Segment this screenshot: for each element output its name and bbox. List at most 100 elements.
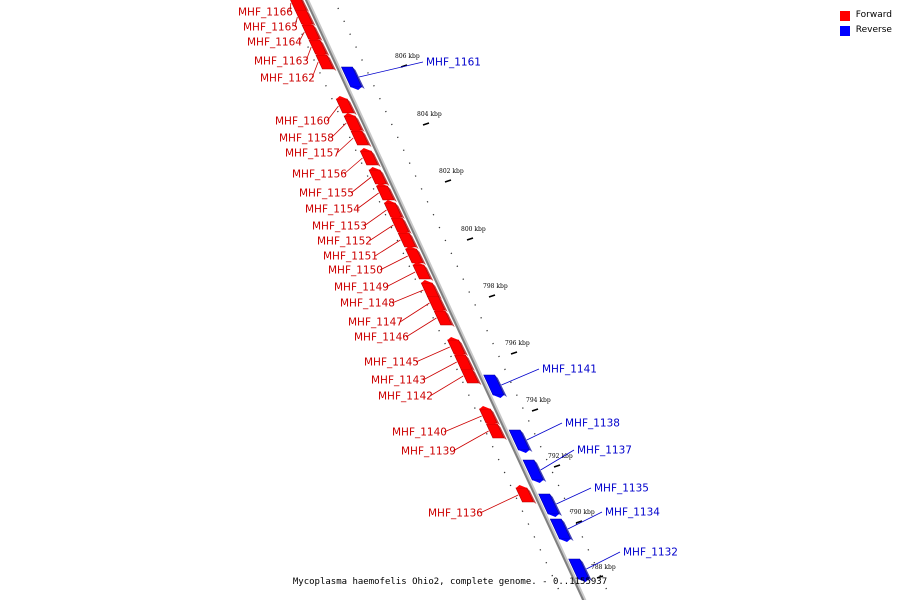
gene-arrow-tip bbox=[350, 87, 362, 90]
kbp-tick-label: 800 kbp bbox=[461, 226, 486, 233]
gene-label[interactable]: MHF_1141 bbox=[542, 364, 597, 376]
gene-label[interactable]: MHF_1138 bbox=[565, 418, 620, 430]
gene-label[interactable]: MHF_1145 bbox=[364, 357, 419, 369]
gene-feature-mhf-1151[interactable] bbox=[397, 230, 419, 249]
gene-feature-mhf-1142[interactable] bbox=[460, 366, 482, 385]
gene-feature-mhf-1150[interactable] bbox=[405, 246, 427, 265]
gene-label[interactable]: MHF_1155 bbox=[299, 188, 354, 200]
gene-label[interactable]: MHF_1161 bbox=[426, 57, 481, 69]
gene-label[interactable]: MHF_1150 bbox=[328, 265, 383, 277]
gene-feature-mhf-1138[interactable] bbox=[508, 429, 533, 453]
gene-feature-mhf-1158[interactable] bbox=[343, 113, 365, 132]
gene-leader-line bbox=[289, 2, 292, 13]
gene-leader-line bbox=[452, 430, 489, 452]
gene-shade bbox=[490, 409, 500, 425]
gene-feature-mhf-1157[interactable] bbox=[350, 128, 372, 147]
gene-arrow-tip bbox=[302, 22, 314, 25]
kbp-tick-label: 806 kbp bbox=[395, 53, 420, 60]
gene-feature-mhf-1156[interactable] bbox=[359, 148, 381, 167]
gene-label[interactable]: MHF_1162 bbox=[260, 73, 315, 85]
gene-label[interactable]: MHF_1151 bbox=[323, 251, 378, 263]
kbp-tick-label: 798 kbp bbox=[483, 283, 508, 290]
gene-shade bbox=[326, 55, 337, 71]
gene-feature-mhf-1152[interactable] bbox=[390, 215, 412, 234]
gene-feature-mhf-1163[interactable] bbox=[308, 37, 330, 56]
gene-label[interactable]: MHF_1140 bbox=[392, 427, 447, 439]
gene-feature-mhf-1140[interactable] bbox=[478, 406, 500, 425]
gene-feature-mhf-1145[interactable] bbox=[447, 337, 469, 356]
gene-leader-line bbox=[374, 239, 401, 257]
gene-shade bbox=[395, 203, 405, 219]
gene-arrow-tip bbox=[532, 480, 544, 483]
gene-feature-mhf-1164[interactable] bbox=[301, 22, 323, 41]
gene-feature-mhf-1135[interactable] bbox=[538, 493, 562, 517]
gene-labels: MHF_1166 MHF_1165 MHF_1164 MHF_1163 MHF_1162… bbox=[238, 2, 678, 570]
gene-label[interactable]: MHF_1163 bbox=[254, 56, 309, 68]
gene-feature-mhf-1148[interactable] bbox=[420, 280, 442, 299]
gene-feature-mhf-1132[interactable] bbox=[568, 558, 592, 582]
gene-arrow-tip bbox=[515, 485, 527, 488]
gene-label[interactable]: MHF_1142 bbox=[378, 391, 433, 403]
gene-arrow-tip bbox=[398, 230, 410, 233]
gene-leader-line bbox=[368, 224, 394, 242]
gene-label[interactable]: MHF_1157 bbox=[285, 148, 340, 160]
gene-shade bbox=[549, 494, 562, 516]
gene-leader-line bbox=[479, 494, 519, 514]
gene-label[interactable]: MHF_1149 bbox=[334, 282, 389, 294]
gene-arrow-tip bbox=[295, 7, 307, 10]
gene-feature-mhf-1160[interactable] bbox=[335, 96, 357, 115]
gene-leader-line bbox=[356, 192, 379, 210]
gene-arrow-tip bbox=[384, 200, 396, 203]
gene-label[interactable]: MHF_1146 bbox=[354, 332, 409, 344]
gene-label[interactable]: MHF_1143 bbox=[371, 375, 426, 387]
gene-feature-mhf-1147[interactable] bbox=[426, 293, 448, 312]
gene-label[interactable]: MHF_1153 bbox=[312, 221, 367, 233]
gene-shade bbox=[445, 311, 455, 327]
gene-arrow-tip bbox=[351, 128, 363, 131]
gene-feature-mhf-1141[interactable] bbox=[483, 374, 507, 398]
gene-leader-line bbox=[336, 137, 354, 154]
gene-label[interactable]: MHF_1164 bbox=[247, 37, 302, 49]
gene-label[interactable]: MHF_1147 bbox=[348, 317, 403, 329]
gene-label[interactable]: MHF_1135 bbox=[594, 483, 649, 495]
gene-leader-line bbox=[363, 209, 387, 227]
gene-arrow-tip bbox=[460, 366, 472, 369]
gene-feature-mhf-1161[interactable] bbox=[340, 66, 365, 90]
gene-shade bbox=[387, 186, 397, 202]
gene-feature-mhf-1154[interactable] bbox=[375, 183, 397, 202]
kbp-tick: 788 kbp bbox=[591, 564, 616, 579]
gene-label[interactable]: MHF_1156 bbox=[292, 169, 347, 181]
gene-label[interactable]: MHF_1154 bbox=[305, 204, 360, 216]
genome-backbone bbox=[304, 0, 587, 600]
gene-feature-mhf-1146[interactable] bbox=[433, 308, 455, 327]
gene-label[interactable]: MHF_1165 bbox=[243, 22, 298, 34]
gene-label[interactable]: MHF_1137 bbox=[577, 445, 632, 457]
gene-feature-mhf-1139[interactable] bbox=[485, 421, 507, 440]
gene-leader-line bbox=[379, 255, 408, 271]
gene-label[interactable]: MHF_1166 bbox=[238, 7, 293, 19]
gene-feature-mhf-1153[interactable] bbox=[383, 200, 405, 219]
gene-feature-mhf-1165[interactable] bbox=[294, 7, 316, 26]
gene-feature-mhf-1137[interactable] bbox=[522, 459, 547, 483]
gene-feature-mhf-1136[interactable] bbox=[515, 485, 537, 504]
gene-label[interactable]: MHF_1160 bbox=[275, 116, 330, 128]
gene-label[interactable]: MHF_1132 bbox=[623, 547, 678, 559]
gene-label[interactable]: MHF_1136 bbox=[428, 508, 483, 520]
gene-label[interactable]: MHF_1148 bbox=[340, 298, 395, 310]
gene-label[interactable]: MHF_1158 bbox=[279, 133, 334, 145]
gene-arrow-tip bbox=[421, 280, 433, 283]
gene-shade bbox=[494, 375, 507, 397]
gene-feature-mhf-1134[interactable] bbox=[549, 518, 574, 542]
gene-label[interactable]: MHF_1152 bbox=[317, 236, 372, 248]
kbp-tick-label: 796 kbp bbox=[505, 340, 530, 347]
gene-feature-mhf-1162[interactable] bbox=[315, 52, 337, 71]
gene-feature-mhf-1149[interactable] bbox=[412, 262, 434, 281]
gene-arrow-tip bbox=[360, 148, 372, 151]
gene-arrow-tip bbox=[427, 293, 439, 296]
gene-label[interactable]: MHF_1134 bbox=[605, 507, 660, 519]
gene-feature-mhf-1155[interactable] bbox=[368, 167, 390, 186]
gene-arrow-tip bbox=[547, 514, 559, 517]
gene-label[interactable]: MHF_1139 bbox=[401, 446, 456, 458]
kbp-tick: 804 kbp bbox=[417, 111, 442, 126]
gene-shade bbox=[409, 233, 419, 249]
